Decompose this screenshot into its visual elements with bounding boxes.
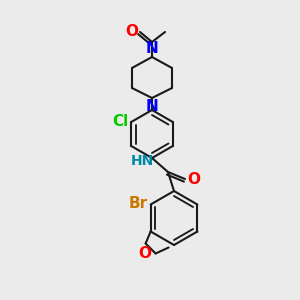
Text: Cl: Cl [112, 113, 128, 128]
Text: HN: HN [131, 154, 154, 168]
Text: N: N [146, 99, 158, 114]
Text: O: O [187, 172, 200, 187]
Text: N: N [146, 41, 158, 56]
Text: O: O [138, 245, 151, 260]
Text: O: O [125, 23, 138, 38]
Text: Br: Br [128, 196, 148, 211]
